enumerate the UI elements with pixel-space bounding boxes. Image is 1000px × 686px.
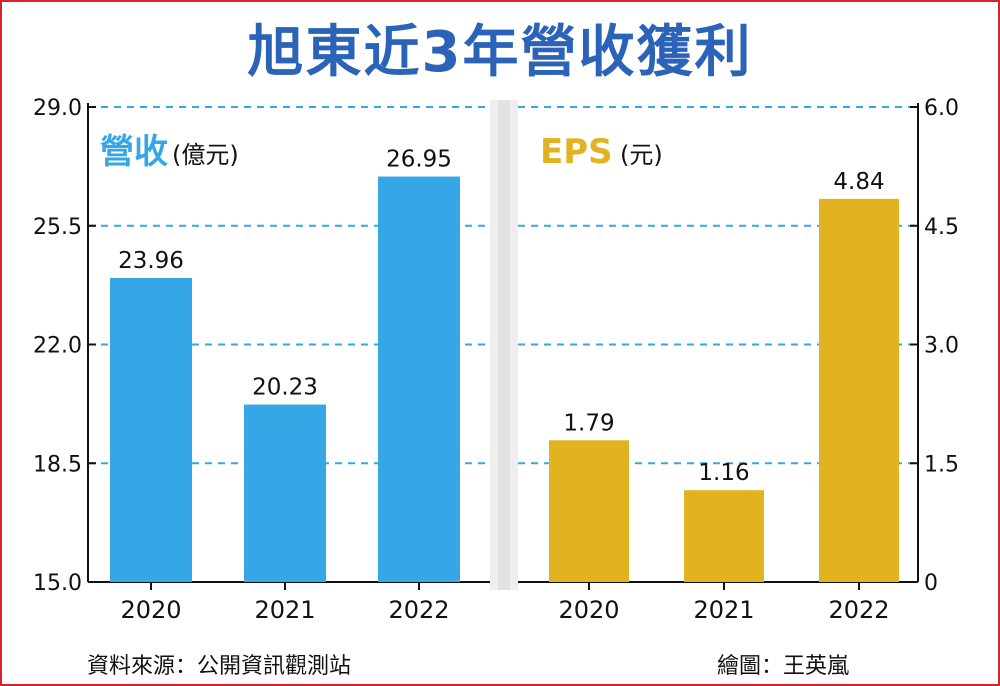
bar (549, 440, 629, 582)
bar (819, 198, 899, 583)
y-tick-label: 29.0 (33, 96, 82, 121)
y-tick-label: 15.0 (33, 571, 82, 596)
bar (244, 404, 326, 582)
data-label: 20.23 (252, 375, 318, 401)
y-tick-label: 1.5 (924, 452, 959, 477)
x-tick-label: 2022 (388, 596, 449, 624)
y-tick-label: 6.0 (924, 96, 959, 121)
chart-title: 旭東近3年營收獲利 (247, 20, 753, 85)
x-tick-label: 2022 (828, 596, 889, 624)
data-label: 1.16 (698, 460, 749, 486)
x-tick-label: 2020 (558, 596, 619, 624)
bar (378, 176, 460, 582)
x-tick-label: 2020 (120, 596, 181, 624)
bar (110, 278, 192, 582)
y-tick-label: 22.0 (33, 334, 82, 359)
y-tick-label: 18.5 (33, 452, 82, 477)
x-tick-label: 2021 (254, 596, 315, 624)
data-label: 26.95 (386, 147, 452, 173)
source-note: 資料來源：公開資訊觀測站 (87, 654, 352, 679)
y-tick-label: 3.0 (924, 334, 959, 359)
data-label: 1.79 (563, 410, 614, 436)
y-tick-label: 4.5 (924, 215, 959, 240)
y-tick-label: 0 (924, 571, 938, 596)
legend-title: EPS (540, 132, 613, 172)
legend-title: 營收 (100, 132, 168, 172)
x-tick-label: 2021 (693, 596, 754, 624)
legend-unit: (元) (620, 141, 663, 169)
graphic-credit: 繪圖：王英嵐 (717, 654, 850, 679)
data-label: 23.96 (118, 248, 184, 274)
bar (684, 490, 764, 582)
panel-separator-core (498, 100, 510, 590)
legend-unit: (億元) (172, 141, 239, 169)
y-tick-label: 25.5 (33, 215, 82, 240)
data-label: 4.84 (833, 169, 884, 195)
